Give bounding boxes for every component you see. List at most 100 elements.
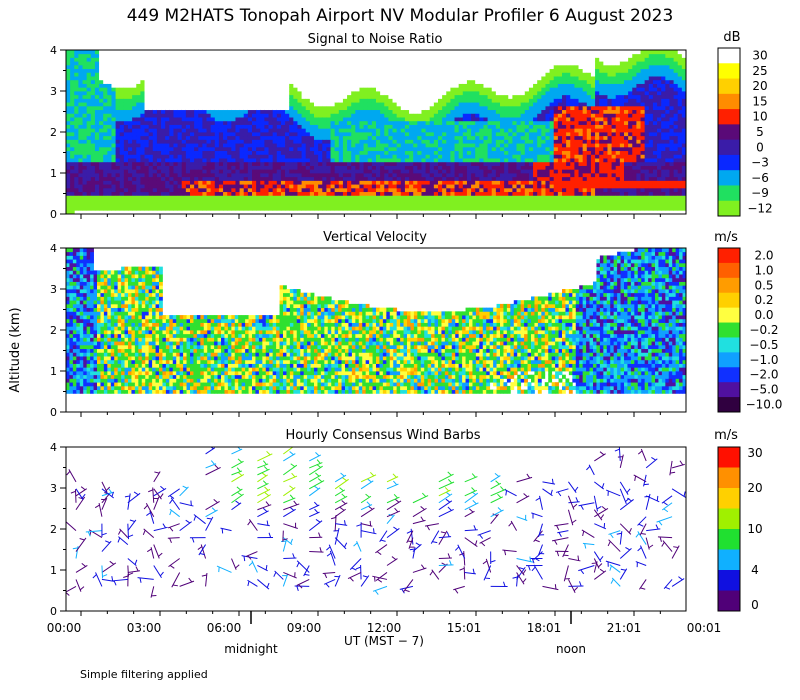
snr-cell <box>227 120 232 125</box>
snr-cell <box>495 128 501 133</box>
snr-cell <box>537 158 542 163</box>
snr-cell <box>169 53 174 58</box>
snr-cell <box>252 113 257 118</box>
snr-cell <box>438 173 443 178</box>
snr-cell <box>198 180 203 185</box>
snr-cell <box>218 154 224 159</box>
snr-cell <box>181 199 187 204</box>
snr-cell <box>380 176 385 181</box>
snr-cell <box>342 154 348 159</box>
snr-cell <box>119 187 125 193</box>
snr-cell <box>438 113 443 118</box>
snr-cell <box>396 94 402 99</box>
snr-cell <box>94 132 100 137</box>
snr-cell <box>70 124 75 129</box>
snr-cell <box>289 161 294 166</box>
snr-cell <box>173 154 178 159</box>
snr-cell <box>380 120 385 125</box>
snr-cell <box>342 94 348 99</box>
snr-cell <box>454 191 460 196</box>
snr-cell <box>475 113 480 118</box>
snr-cell <box>289 113 294 118</box>
snr-cell <box>202 195 207 200</box>
snr-cell <box>454 72 460 77</box>
snr-cell <box>132 176 137 181</box>
snr-cell <box>446 202 451 207</box>
snr-cell <box>376 184 381 189</box>
snr-cell <box>495 109 501 114</box>
snr-cell <box>165 61 170 66</box>
snr-cell <box>326 158 331 163</box>
snr-cell <box>128 195 133 200</box>
snr-cell <box>524 158 530 163</box>
snr-cell <box>194 191 199 196</box>
snr-cell <box>512 91 517 96</box>
snr-cell <box>417 176 422 181</box>
snr-cell <box>194 187 199 193</box>
snr-cell <box>454 161 460 166</box>
snr-cell <box>334 57 340 62</box>
snr-cell <box>400 199 406 204</box>
snr-cell <box>359 146 364 152</box>
snr-cell <box>301 91 307 96</box>
snr-cell <box>537 105 542 111</box>
snr-cell <box>400 202 406 207</box>
snr-cell <box>156 206 162 211</box>
snr-cell <box>301 143 307 148</box>
snr-cell <box>417 169 422 174</box>
snr-cell <box>256 105 261 111</box>
snr-cell <box>235 132 240 137</box>
snr-cell <box>202 143 207 148</box>
snr-cell <box>462 165 468 170</box>
snr-cell <box>495 135 501 140</box>
snr-cell <box>218 83 224 88</box>
snr-cell <box>425 139 431 144</box>
snr-cell <box>347 165 352 170</box>
snr-cell <box>495 98 501 103</box>
snr-cell <box>74 109 79 114</box>
snr-cell <box>115 146 121 152</box>
snr-cell <box>334 169 340 174</box>
snr-cell <box>367 150 373 155</box>
snr-cell <box>504 128 509 133</box>
snr-cell <box>380 50 385 55</box>
snr-cell <box>495 113 501 118</box>
snr-cell <box>483 72 488 77</box>
snr-cell <box>185 195 191 200</box>
snr-cell <box>392 135 398 140</box>
snr-cell <box>438 61 443 66</box>
snr-cell <box>128 165 133 170</box>
snr-cell <box>508 79 513 84</box>
snr-cell <box>66 158 71 163</box>
snr-cell <box>152 79 158 84</box>
snr-cell <box>86 98 92 103</box>
snr-cell <box>132 64 137 70</box>
snr-cell <box>512 50 517 55</box>
snr-cell <box>504 57 509 62</box>
snr-cell <box>438 87 443 92</box>
snr-cell <box>94 165 100 170</box>
snr-cell <box>227 146 232 152</box>
snr-cell <box>438 184 443 189</box>
snr-cell <box>107 146 112 152</box>
snr-cell <box>326 146 331 152</box>
snr-cell <box>363 150 369 155</box>
snr-cell <box>338 184 344 189</box>
snr-cell <box>264 202 269 207</box>
snr-cell <box>243 199 249 204</box>
snr-cell <box>458 117 464 122</box>
snr-cell <box>479 135 484 140</box>
snr-cell <box>371 124 377 129</box>
snr-cell <box>94 184 100 189</box>
snr-cell <box>392 195 398 200</box>
snr-cell <box>161 87 166 92</box>
snr-cell <box>214 132 220 137</box>
snr-cell <box>136 184 141 189</box>
snr-cell <box>479 109 484 114</box>
snr-cell <box>376 91 381 96</box>
snr-cell <box>280 105 286 111</box>
snr-cell <box>318 169 323 174</box>
snr-cell <box>86 173 92 178</box>
snr-cell <box>66 195 71 200</box>
snr-cell <box>132 124 137 129</box>
